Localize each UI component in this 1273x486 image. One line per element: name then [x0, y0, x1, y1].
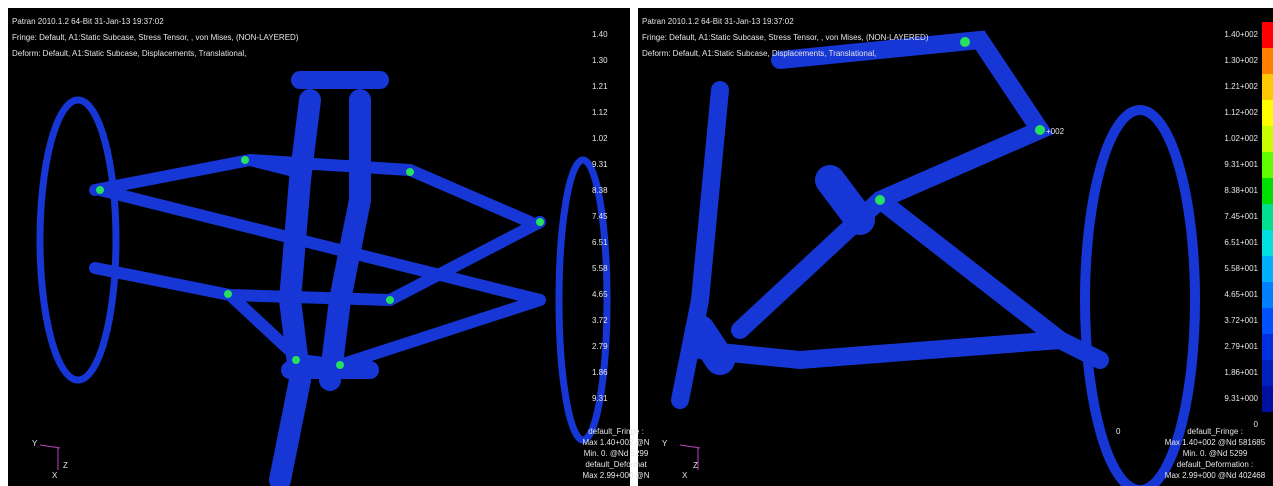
legend-label: 1.21+002 [1224, 82, 1258, 91]
legend-label: 4.65+001 [1224, 290, 1258, 299]
axis-label: X [52, 471, 58, 480]
axis-label: Z [693, 461, 698, 470]
legend-label: 1.40+002 [1224, 30, 1258, 39]
legend-label: 2.79 [592, 342, 608, 351]
annotation: 0 [1116, 427, 1121, 436]
legend-label: 5.58 [592, 264, 608, 273]
info-line: default_Deformation : [1177, 460, 1254, 469]
legend-label: 0 [1254, 420, 1259, 429]
axis-label: Z [63, 461, 68, 470]
info-line: Min. 0. @Nd 5299 [1183, 449, 1248, 458]
axis-label: Y [662, 439, 668, 448]
legend-label: 7.45+001 [1224, 212, 1258, 221]
header-line: Deform: Default, A1:Static Subcase, Disp… [642, 49, 876, 58]
header-line: Patran 2010.1.2 64-Bit 31-Jan-13 19:37:0… [642, 17, 794, 26]
legend-label: 4.65 [592, 290, 608, 299]
info-line: Max 1.40+002 @Nd 581685 [1165, 438, 1266, 447]
legend-label: 1.30+002 [1224, 56, 1258, 65]
legend-label: 1.86+001 [1224, 368, 1258, 377]
axis-label: X [682, 471, 688, 480]
right-viewport [638, 8, 1273, 486]
legend-label: 9.31+000 [1224, 394, 1258, 403]
legend-label: 3.72 [592, 316, 608, 325]
legend-label: 9.31 [592, 394, 608, 403]
info-line: default_Fringe : [1187, 427, 1243, 436]
legend-label: 6.51+001 [1224, 238, 1258, 247]
legend-label: 1.12+002 [1224, 108, 1258, 117]
legend-label: 3.72+001 [1224, 316, 1258, 325]
legend-label: 1.30 [592, 56, 608, 65]
color-bar [1262, 22, 1273, 412]
legend-label: 2.79+001 [1224, 342, 1258, 351]
legend-label: 8.38+001 [1224, 186, 1258, 195]
legend-label: 1.40 [592, 30, 608, 39]
info-line: Max 2.99+000 @N [582, 471, 649, 480]
info-line: Min. 0. @Nd 5299 [584, 449, 649, 458]
header-line: Patran 2010.1.2 64-Bit 31-Jan-13 19:37:0… [12, 17, 164, 26]
header-line: Deform: Default, A1:Static Subcase, Disp… [12, 49, 246, 58]
legend-label: 1.02+002 [1224, 134, 1258, 143]
legend-label: 9.31+001 [1224, 160, 1258, 169]
legend-label: 1.12 [592, 108, 608, 117]
info-line: default_Fringe : [588, 427, 644, 436]
legend-label: 5.58+001 [1224, 264, 1258, 273]
legend-label: 7.45 [592, 212, 608, 221]
annotation: +002 [1046, 127, 1065, 136]
right-model [671, 30, 1200, 486]
legend-label: 8.38 [592, 186, 608, 195]
legend-label: 1.21 [592, 82, 608, 91]
info-line: default_Deformat [585, 460, 647, 469]
info-line: Max 1.40+002 @N [582, 438, 649, 447]
legend-label: 6.51 [592, 238, 608, 247]
legend-label: 9.31 [592, 160, 608, 169]
info-line: Max 2.99+000 @Nd 402468 [1165, 471, 1266, 480]
header-line: Fringe: Default, A1:Static Subcase, Stre… [642, 33, 929, 42]
left-model [36, 71, 611, 486]
legend-label: 1.86 [592, 368, 608, 377]
legend-label: 1.02 [592, 134, 608, 143]
axis-label: Y [32, 439, 38, 448]
header-line: Fringe: Default, A1:Static Subcase, Stre… [12, 33, 299, 42]
